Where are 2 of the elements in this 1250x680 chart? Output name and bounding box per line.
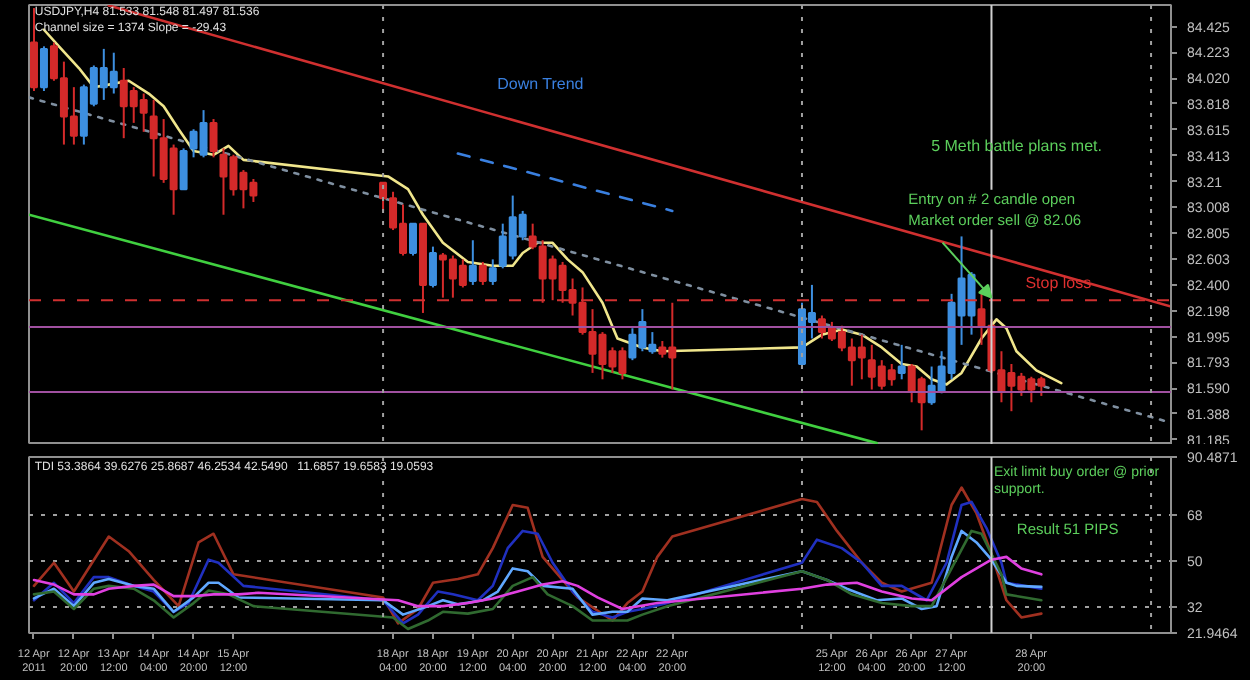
annotation: Stop loss xyxy=(1025,274,1092,293)
annotation: Down Trend xyxy=(497,75,584,94)
